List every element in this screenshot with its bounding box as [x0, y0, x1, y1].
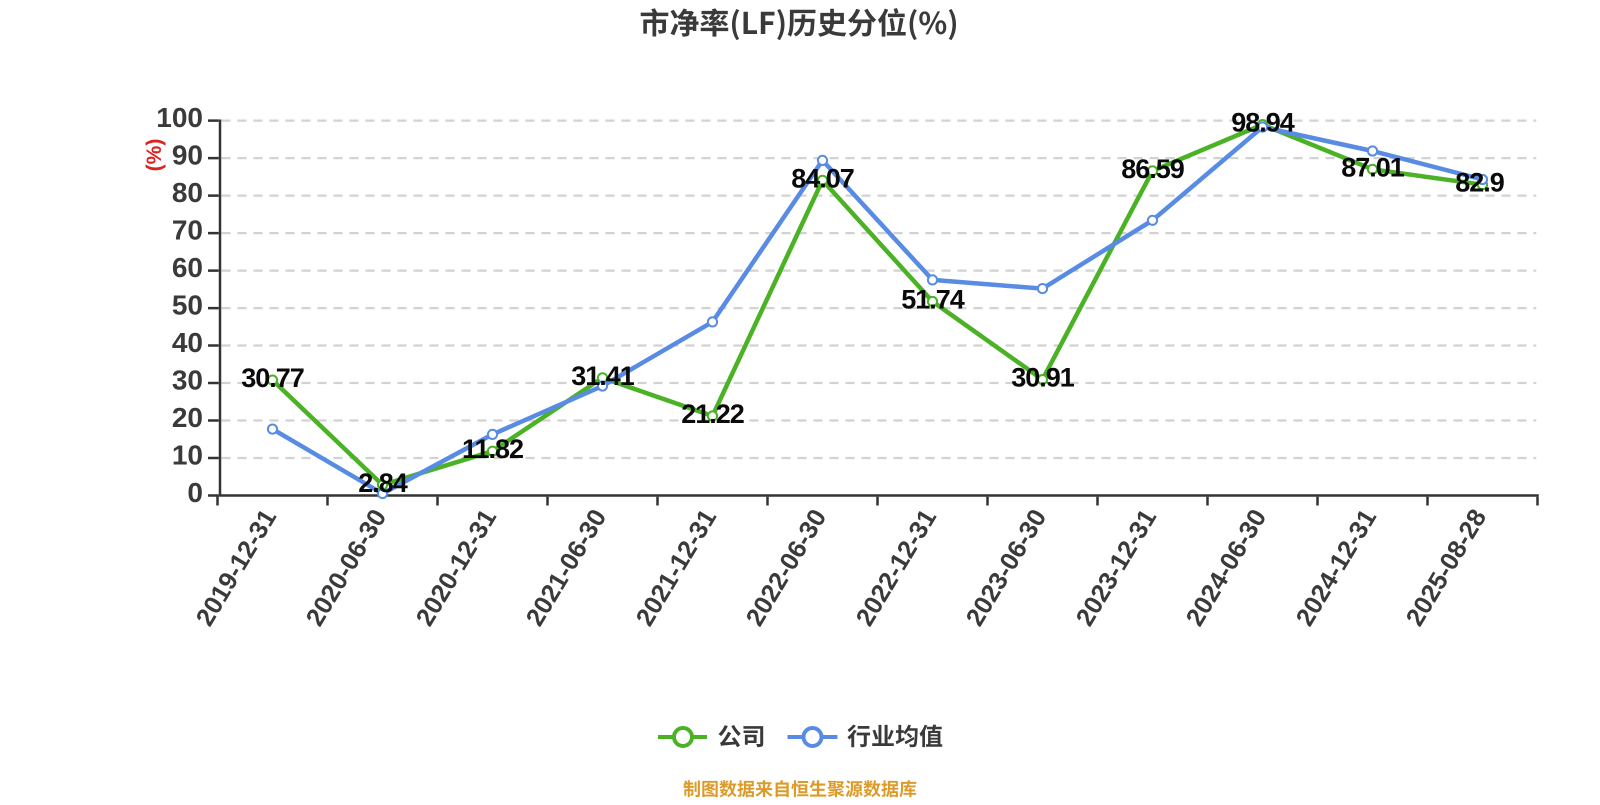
svg-text:87.01: 87.01	[1341, 152, 1405, 182]
svg-text:60: 60	[172, 252, 203, 283]
svg-text:50: 50	[172, 290, 203, 321]
svg-text:30.91: 30.91	[1011, 363, 1075, 393]
svg-text:84.07: 84.07	[791, 163, 854, 193]
svg-text:70: 70	[172, 215, 203, 246]
svg-text:31.41: 31.41	[571, 361, 635, 391]
svg-text:21.22: 21.22	[681, 399, 744, 429]
svg-text:80: 80	[172, 177, 203, 208]
svg-text:51.74: 51.74	[901, 285, 965, 315]
svg-text:30.77: 30.77	[241, 363, 304, 393]
svg-text:(%): (%)	[143, 139, 166, 172]
svg-text:90: 90	[172, 140, 203, 171]
svg-text:10: 10	[172, 440, 203, 471]
svg-text:11.82: 11.82	[462, 434, 523, 464]
svg-text:2.84: 2.84	[358, 468, 408, 498]
svg-text:98.94: 98.94	[1231, 108, 1295, 138]
svg-text:30: 30	[172, 365, 203, 396]
svg-text:40: 40	[172, 327, 203, 358]
svg-text:82.9: 82.9	[1455, 168, 1505, 198]
svg-text:0: 0	[187, 477, 203, 508]
svg-text:86.59: 86.59	[1121, 154, 1185, 184]
svg-text:100: 100	[156, 102, 203, 133]
svg-text:20: 20	[172, 402, 203, 433]
